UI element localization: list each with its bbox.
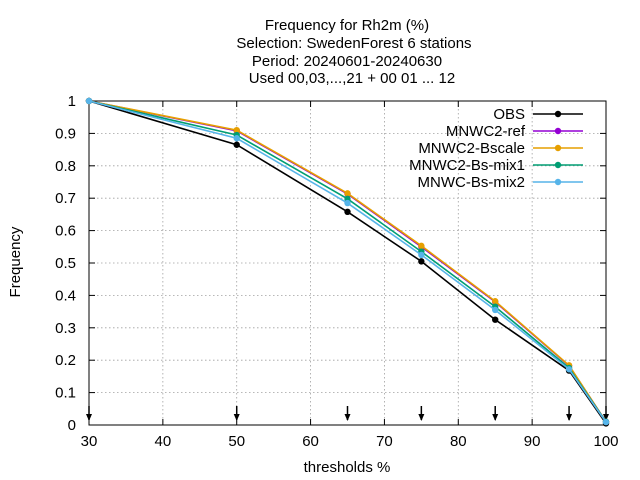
data-point: [344, 208, 351, 216]
x-tick-label: 30: [81, 433, 98, 450]
threshold-arrow-head: [233, 414, 240, 421]
threshold-arrow-head: [603, 414, 609, 421]
legend: OBSMNWC2-refMNWC2-BscaleMNWC2-Bs-mix1MNW…: [409, 106, 583, 191]
y-tick-label: 0.5: [55, 255, 76, 272]
series-line: [88, 100, 607, 423]
threshold-arrow: [492, 406, 499, 421]
data-point: [233, 126, 240, 134]
legend-entry: MNWC2-Bs-mix1: [409, 157, 583, 174]
legend-label: MNWC2-Bs-mix1: [409, 157, 525, 174]
threshold-arrows: [86, 406, 609, 421]
legend-entry: MNWC2-Bscale: [418, 140, 583, 157]
y-axis-label: Frequency: [7, 226, 24, 297]
x-tick-label: 70: [376, 433, 393, 450]
legend-swatch-marker: [554, 127, 562, 135]
plot-frame: [88, 100, 607, 426]
series-mnwc-bs-mix2: [85, 97, 610, 426]
y-tick-label: 0.9: [55, 125, 76, 142]
data-point: [344, 199, 351, 207]
x-tick-label: 50: [228, 433, 245, 450]
y-tick-label: 0.3: [55, 320, 76, 337]
threshold-arrow: [344, 406, 351, 421]
series-line: [88, 100, 607, 424]
x-tick-label: 60: [302, 433, 319, 450]
x-tick-label: 90: [524, 433, 541, 450]
y-tick-label: 0.7: [55, 190, 76, 207]
y-tick-label: 0: [68, 417, 76, 434]
series-mnwc2-ref: [85, 97, 610, 425]
series-lines: [85, 97, 610, 427]
axes: 30 40 50 60 70 80 90 100 0 0.1 0.2 0.3 0.4 0.5 0.6 0.7 0…: [55, 93, 618, 450]
legend-entry: OBS: [493, 106, 583, 123]
legend-swatch-marker: [554, 110, 562, 118]
data-point: [418, 242, 425, 250]
threshold-arrow-head: [566, 414, 573, 421]
threshold-arrow: [603, 406, 609, 421]
y-tick-label: 1: [68, 93, 76, 110]
title-line-2: Selection: SwedenForest 6 stations: [236, 35, 471, 52]
legend-label: OBS: [493, 106, 525, 123]
legend-label: MNWC2-ref: [446, 123, 526, 140]
y-tick-label: 0.2: [55, 352, 76, 369]
x-tick-label: 40: [155, 433, 172, 450]
chart-title: Frequency for Rh2m (%) Selection: Sweden…: [236, 17, 471, 87]
threshold-arrow: [233, 406, 240, 421]
series-mnwc2-bscale: [85, 97, 610, 425]
data-point: [418, 251, 425, 259]
grid: [89, 101, 606, 425]
series-line: [88, 100, 607, 423]
data-point: [233, 141, 240, 148]
x-tick-label: 80: [450, 433, 467, 450]
threshold-arrow-head: [418, 414, 425, 421]
threshold-arrow-head: [86, 414, 92, 421]
legend-swatch-marker: [554, 161, 562, 169]
threshold-arrow: [566, 406, 573, 421]
legend-label: MNWC-Bs-mix2: [418, 174, 525, 191]
threshold-arrow: [418, 406, 425, 421]
data-point: [85, 97, 93, 105]
data-point: [492, 306, 499, 314]
x-axis-label: thresholds %: [304, 459, 391, 476]
legend-swatch-marker: [554, 178, 562, 186]
x-tick-label: 100: [593, 433, 618, 450]
data-point: [418, 258, 425, 265]
series-line: [88, 100, 607, 423]
title-line-3: Period: 20240601-20240630: [252, 53, 442, 70]
y-tick-label: 0.1: [55, 385, 76, 402]
legend-entry: MNWC2-ref: [446, 123, 583, 140]
y-tick-label: 0.4: [55, 287, 76, 304]
legend-label: MNWC2-Bscale: [418, 140, 525, 157]
title-line-4: Used 00,03,...,21 + 00 01 ... 12: [249, 70, 455, 87]
y-tick-label: 0.6: [55, 223, 76, 240]
threshold-arrow: [86, 406, 92, 421]
threshold-arrow-head: [492, 414, 499, 421]
data-point: [602, 418, 610, 426]
data-point: [233, 135, 240, 142]
data-point: [565, 366, 573, 373]
data-point: [492, 316, 499, 323]
series-obs: [85, 97, 610, 427]
series-line: [88, 100, 607, 423]
y-tick-label: 0.8: [55, 158, 76, 175]
legend-entry: MNWC-Bs-mix2: [418, 174, 583, 191]
legend-swatch-marker: [554, 144, 562, 152]
data-point: [492, 298, 499, 305]
threshold-arrow-head: [344, 414, 351, 421]
data-point: [344, 190, 351, 197]
title-line-1: Frequency for Rh2m (%): [265, 17, 429, 34]
series-mnwc2-bs-mix1: [85, 97, 610, 425]
